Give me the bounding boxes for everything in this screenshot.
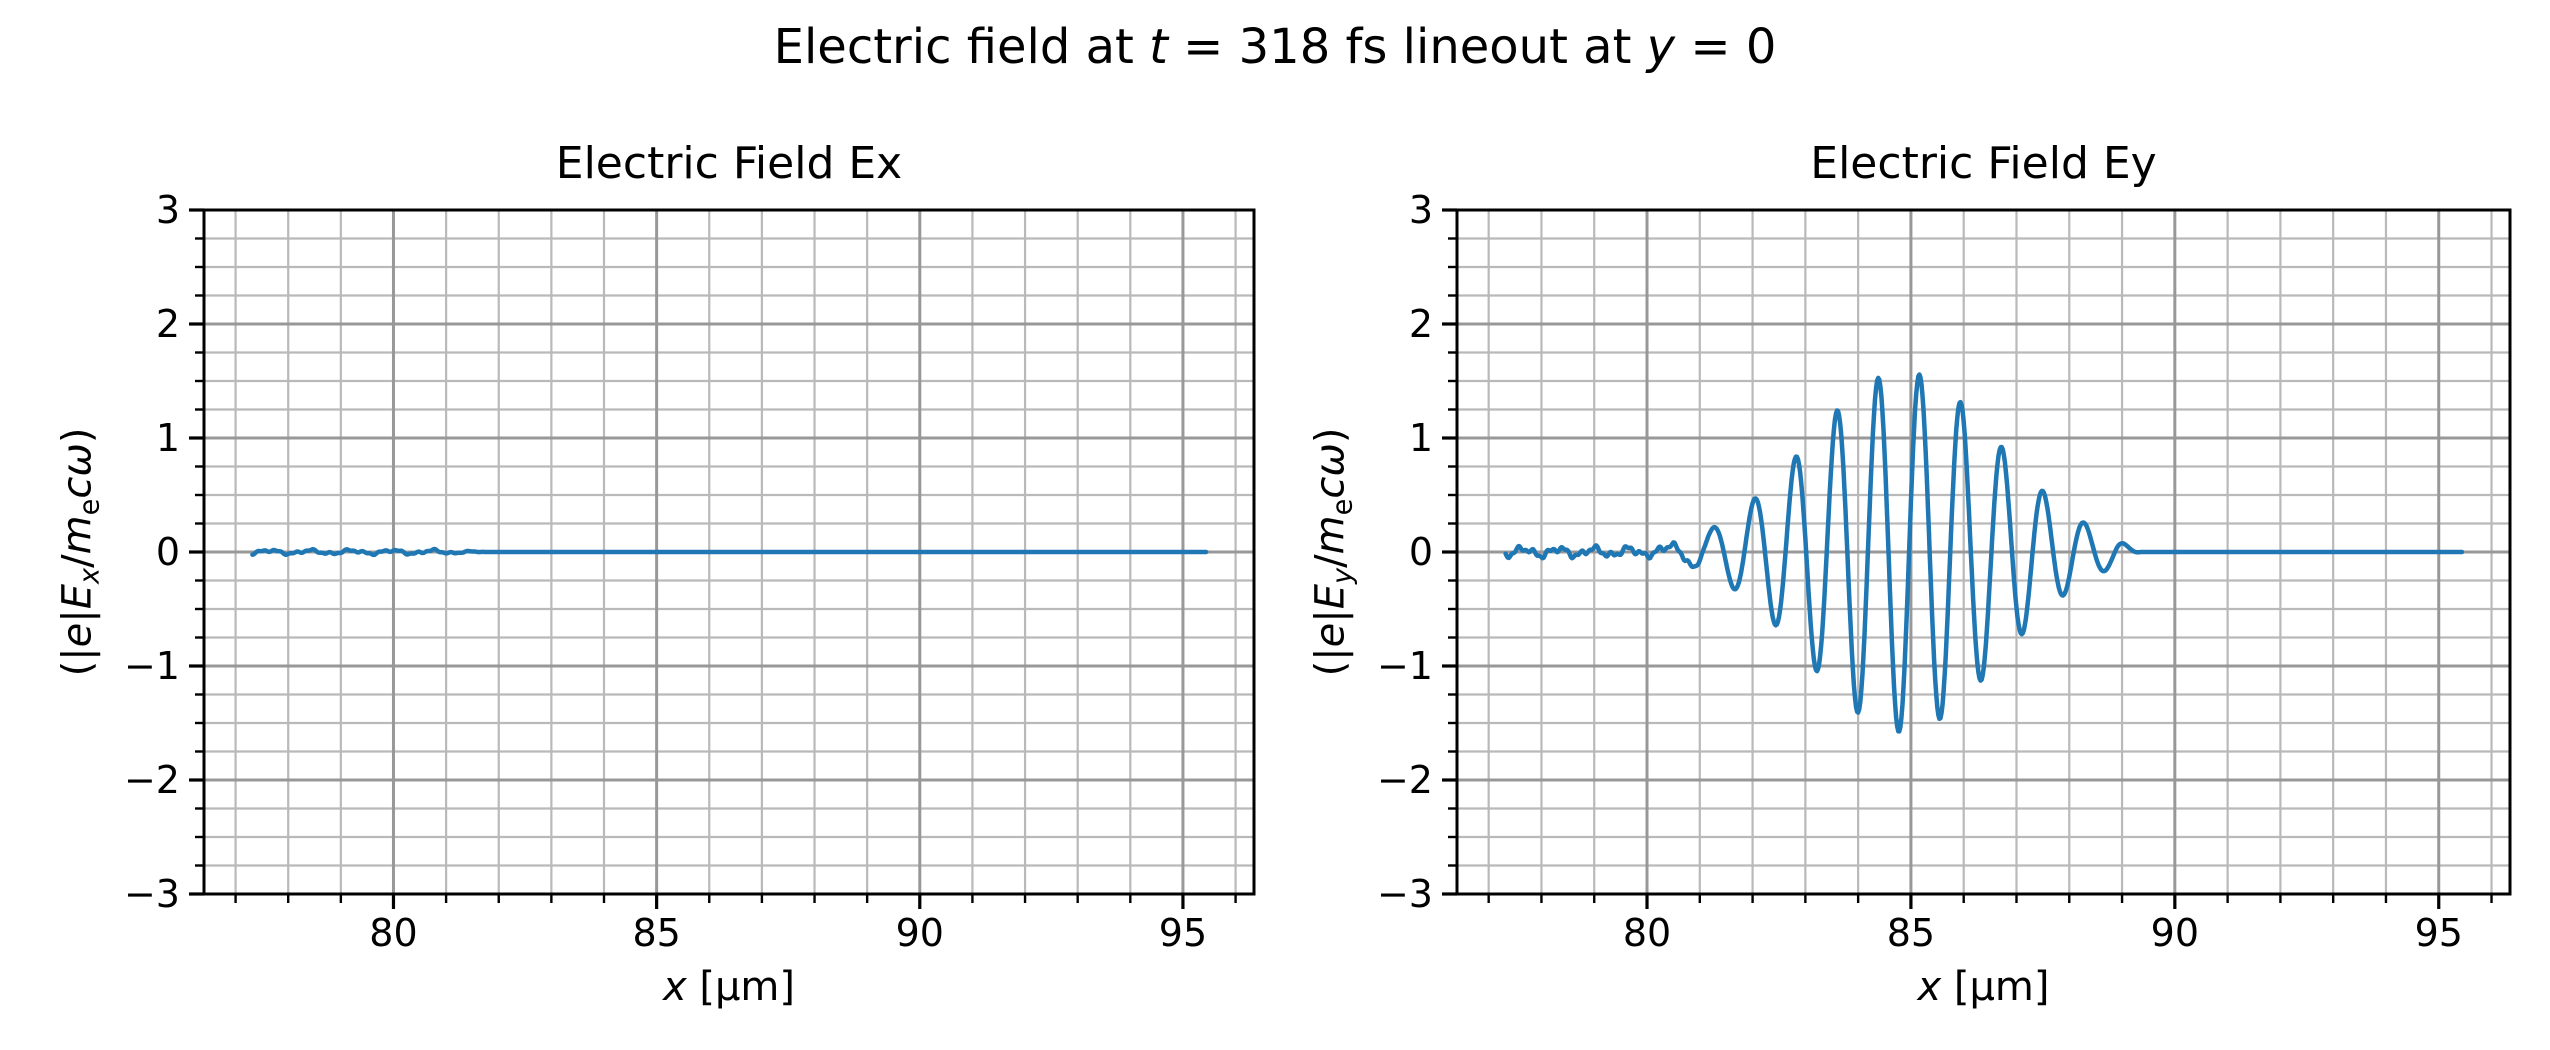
x-axis-label-ex: x [μm] — [204, 964, 1254, 1010]
x-tick-label: 90 — [896, 911, 944, 955]
label-part: = 0 — [1675, 19, 1777, 75]
label-part: t — [1149, 19, 1168, 75]
subplot-title-ey: Electric Field Ey — [1810, 138, 2157, 189]
plot-area-ex: 80 85 90 95 −3 −2 −1 0 1 2 3 — [124, 188, 1256, 955]
y-tick-label: −2 — [1377, 758, 1433, 802]
x-tick-label: 85 — [1887, 911, 1935, 955]
label-part: x — [1917, 964, 1942, 1010]
tick-labels: 80 85 90 95 −3 −2 −1 0 1 2 3 — [1377, 188, 2463, 955]
x-tick-label: 80 — [1623, 911, 1671, 955]
x-tick-label: 85 — [632, 911, 680, 955]
y-tick-label: 1 — [156, 416, 180, 460]
y-tick-label: −2 — [124, 758, 180, 802]
x-tick-label: 95 — [1159, 911, 1207, 955]
label-part: Electric field at — [773, 19, 1150, 75]
y-tick-label: 0 — [1409, 530, 1433, 574]
x-tick-label: 95 — [2415, 911, 2463, 955]
y-tick-label: 3 — [156, 188, 180, 232]
y-tick-label: 3 — [1409, 188, 1433, 232]
figure-title: Electric field at t = 318 fs lineout at … — [0, 19, 2550, 75]
series-line-ex — [250, 546, 1209, 558]
label-part: y — [1646, 19, 1676, 75]
y-tick-label: −3 — [124, 872, 180, 916]
ticks — [189, 208, 1237, 909]
ticks — [1442, 208, 2493, 909]
y-tick-label: −1 — [1377, 644, 1433, 688]
series-line-ey — [1503, 372, 2465, 734]
label-part: [μm] — [1941, 964, 2050, 1010]
x-tick-label: 90 — [2151, 911, 2199, 955]
y-tick-label: 2 — [156, 302, 180, 346]
y-tick-label: 0 — [156, 530, 180, 574]
label-part: = 318 fs lineout at — [1167, 19, 1647, 75]
x-tick-label: 80 — [369, 911, 417, 955]
y-tick-label: −1 — [124, 644, 180, 688]
y-tick-label: 2 — [1409, 302, 1433, 346]
plot-area-ey: 80 85 90 95 −3 −2 −1 0 1 2 3 — [1377, 188, 2512, 955]
subplot-title-ex: Electric Field Ex — [555, 138, 903, 189]
label-part: [μm] — [686, 964, 795, 1010]
x-axis-label-ey: x [μm] — [1457, 964, 2510, 1010]
y-tick-label: −3 — [1377, 872, 1433, 916]
label-part: x — [662, 964, 687, 1010]
y-tick-label: 1 — [1409, 416, 1433, 460]
tick-labels: 80 85 90 95 −3 −2 −1 0 1 2 3 — [124, 188, 1207, 955]
